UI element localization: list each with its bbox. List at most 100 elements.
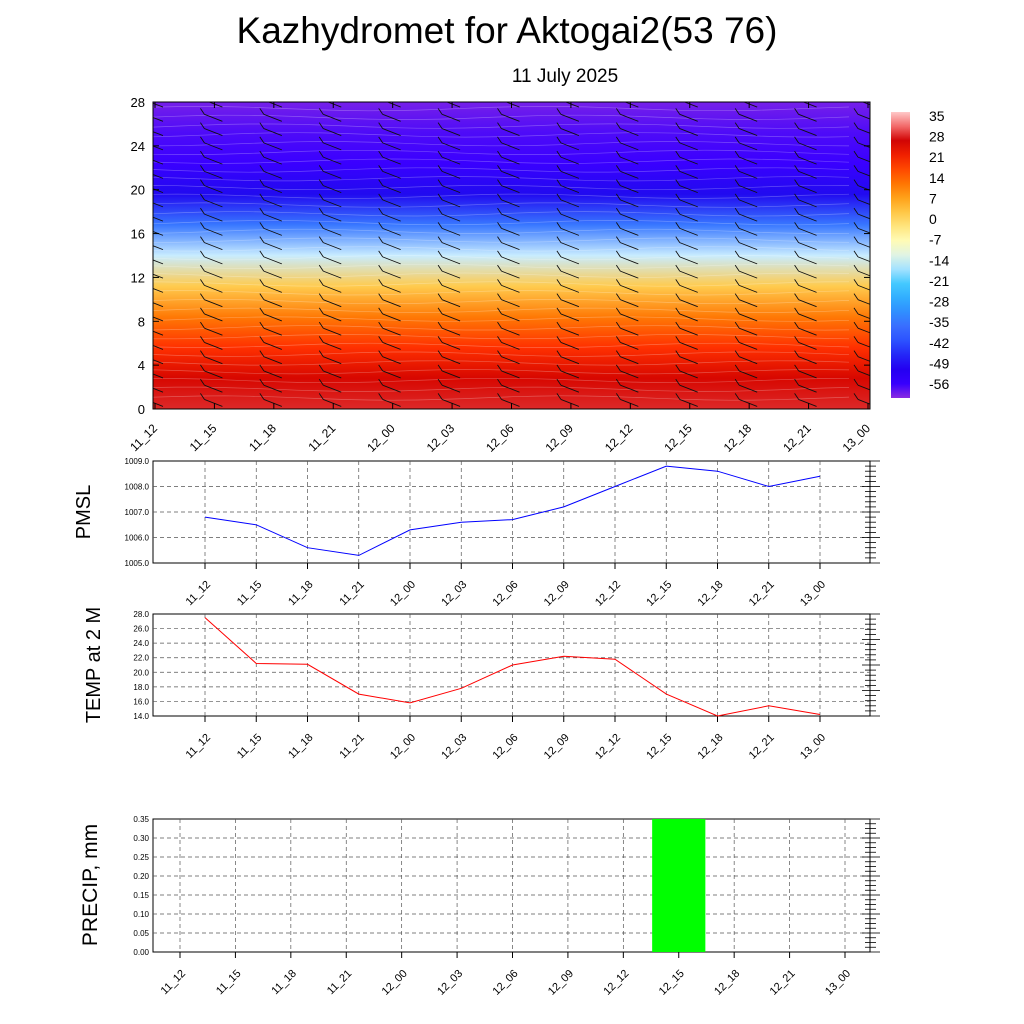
wind-barb [259,393,282,407]
wind-barb [734,108,758,122]
x-tick-label: 12_09 [543,421,577,455]
wind-barb [318,193,342,208]
wind-barb [734,350,758,365]
plot-frame [152,818,871,953]
x-tick-label: 12_18 [721,421,755,455]
wind-barb [853,150,870,163]
wind-barb [437,222,461,236]
wind-barb [861,102,870,106]
wind-barb [853,250,870,263]
wind-barb [675,165,698,179]
wind-barb [153,188,164,194]
wind-barb [378,393,401,407]
wind-barb [794,393,817,407]
wind-barb [734,279,758,293]
wind-barb [853,350,870,362]
wind-barb [318,236,342,251]
wind-barb [497,193,520,208]
wind-barb [497,378,520,393]
wind-barb [615,307,639,322]
wind-barb [794,293,817,308]
wind-barb [734,193,758,208]
contour-line [153,334,850,340]
wind-barb [153,402,164,407]
contour-line [153,351,850,357]
wind-barb [675,108,698,122]
wind-barb [259,350,282,365]
wind-barb [556,293,580,308]
x-tick-label: 12_12 [601,968,631,998]
contour-line [153,360,850,366]
wind-barb [200,279,223,293]
wind-barb [200,250,223,265]
wind-barb [615,279,639,293]
wind-barb [378,321,401,336]
wind-barb [853,207,870,220]
colorbar-label: 14 [929,170,945,186]
wind-barb [378,250,401,265]
wind-barb [259,321,282,336]
wind-barb [200,336,223,350]
wind-barb [200,179,223,194]
contour-line [153,228,850,234]
wind-barb [794,279,817,293]
wind-barb [675,207,698,222]
y-tick-label: 26.0 [133,625,149,634]
x-tick-label: 12_12 [602,421,636,455]
contour-line [153,176,850,182]
x-tick-label: 12_06 [491,968,521,998]
wind-barb [734,236,758,251]
x-tick-label: 11_15 [235,579,265,609]
wind-barb [200,222,223,236]
wind-barb [615,165,639,179]
y-tick-label: 4 [138,358,145,373]
wind-barb [497,136,520,151]
contour-line [153,211,850,217]
x-tick-label: 11_12 [184,732,214,762]
wind-barb [378,307,401,322]
wind-barb [794,350,817,365]
wind-barb [437,264,461,279]
wind-barb [318,336,342,350]
contour-line [153,377,850,384]
wind-barb [437,279,461,293]
contour-line [153,141,850,147]
wind-barb [318,122,342,137]
wind-barb [853,364,870,377]
wind-barb [505,102,520,108]
wind-barb [556,207,580,222]
x-tick-label: 12_18 [712,968,742,998]
x-tick-label: 12_12 [593,579,623,609]
x-tick-label: 12_12 [593,732,623,762]
contour-line [153,114,850,120]
wind-barb [853,378,870,391]
wind-barb [378,222,401,236]
wind-barb [200,150,223,165]
wind-barb [259,264,282,279]
wind-barb [200,321,223,336]
wind-barb [556,193,580,208]
wind-barb [378,336,401,350]
wind-barb [853,165,870,177]
x-tick-label: 11_15 [214,968,244,998]
contour-line [153,316,850,322]
y-tick-label: 14.0 [133,712,149,721]
wind-barb [556,378,580,393]
wind-barb [259,108,282,122]
wind-barb [734,136,758,151]
contour-line [153,123,850,129]
wind-barb [734,179,758,194]
wind-barb [318,279,342,293]
contour-line [153,290,850,296]
wind-barb [437,179,461,194]
wind-barb [378,193,401,208]
colorbar-label: 7 [929,190,937,206]
wind-barb [853,122,870,134]
wind-barb [259,336,282,350]
x-tick-label: 12_15 [644,579,674,609]
y-tick-label: 28 [131,95,145,110]
colorbar-label: 28 [929,129,945,145]
wind-barb [318,179,342,194]
wind-barb [794,122,817,137]
wind-barb [497,122,520,137]
